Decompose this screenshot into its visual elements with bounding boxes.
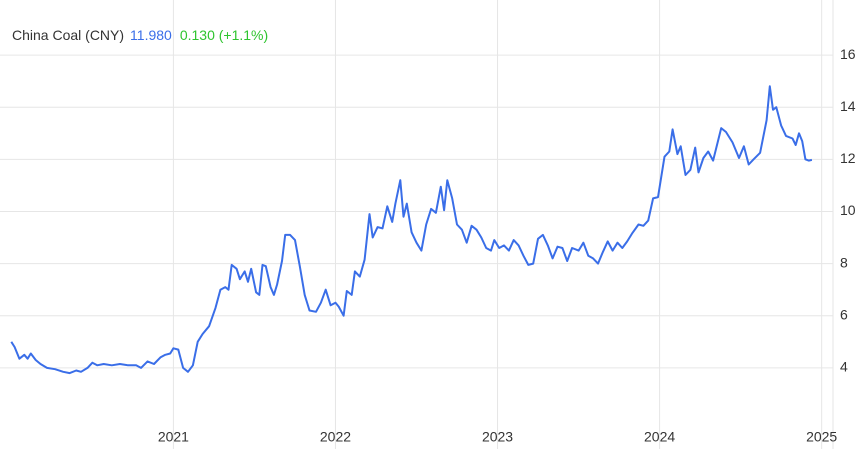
chart-header: China Coal (CNY) 11.980 0.130 (+1.1%) bbox=[12, 27, 268, 43]
y-tick-label: 14 bbox=[840, 98, 856, 114]
y-tick-label: 16 bbox=[840, 46, 856, 62]
chart-title: China Coal (CNY) bbox=[12, 27, 124, 43]
y-tick-label: 12 bbox=[840, 150, 856, 166]
y-tick-label: 8 bbox=[840, 254, 848, 270]
last-price: 11.980 bbox=[130, 27, 172, 43]
price-change: 0.130 (+1.1%) bbox=[180, 27, 268, 43]
y-tick-label: 4 bbox=[840, 359, 848, 375]
y-tick-label: 6 bbox=[840, 306, 848, 322]
price-line bbox=[10, 85, 813, 375]
y-tick-label: 10 bbox=[840, 202, 856, 218]
